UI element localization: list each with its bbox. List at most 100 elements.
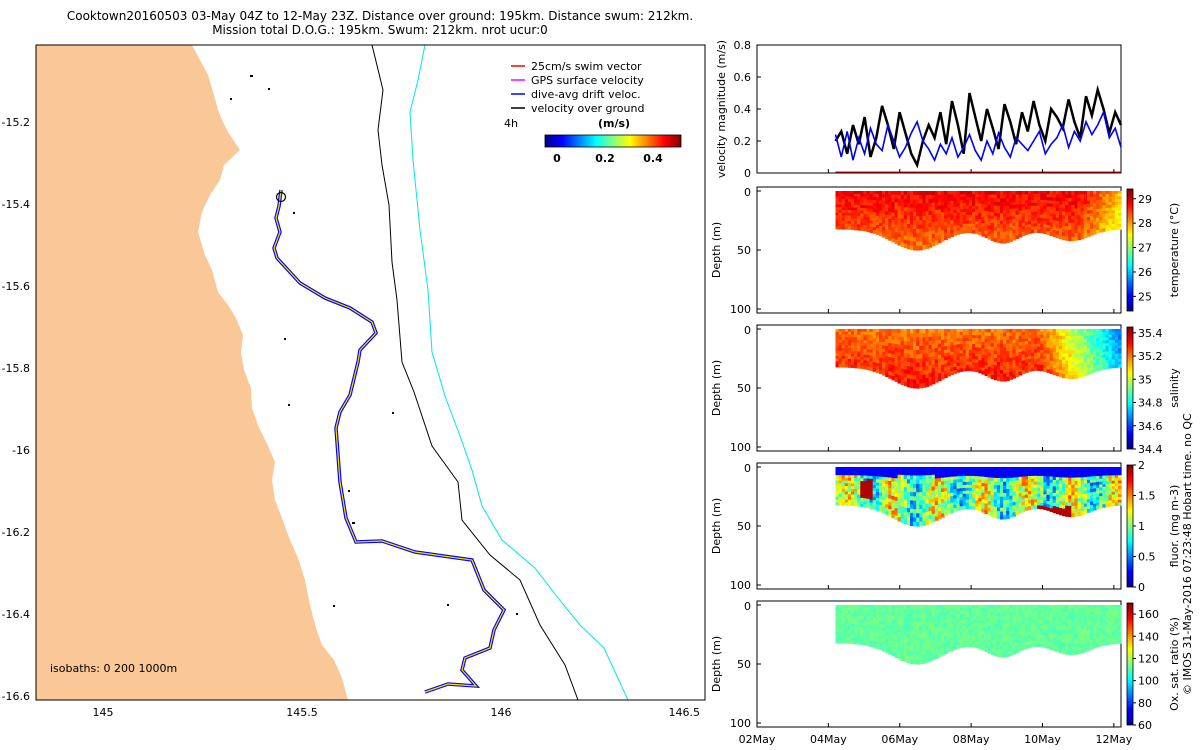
section-cell (847, 472, 852, 476)
section-cell (928, 483, 933, 488)
section-cell (950, 647, 954, 651)
section-cell (975, 473, 979, 477)
section-cell (844, 615, 849, 620)
section-colorbar (1126, 188, 1134, 312)
section-cell (1006, 492, 1010, 497)
section-cell (968, 340, 973, 345)
section-cell (965, 608, 970, 612)
section-cell (1114, 350, 1119, 355)
section-cell (916, 617, 920, 623)
section-cell (956, 645, 961, 649)
section-cell (900, 218, 905, 224)
section-cell (869, 332, 874, 336)
section-cell (882, 368, 886, 373)
section-cell (941, 630, 945, 635)
section-cell (996, 605, 1001, 610)
section-cell (1102, 351, 1107, 356)
section-cell (1093, 194, 1097, 198)
section-cell (838, 334, 843, 338)
section-cell (1105, 500, 1110, 505)
section-cell (1046, 203, 1051, 208)
section-cell (1015, 197, 1020, 202)
section-cell (1058, 356, 1063, 361)
section-cell (931, 356, 936, 361)
section-cell (1062, 229, 1066, 234)
section-cell (885, 649, 889, 654)
section-cell (891, 615, 896, 621)
section-cell (987, 194, 992, 199)
section-cell (962, 340, 967, 345)
section-cell (984, 634, 989, 639)
section-cell (900, 632, 905, 638)
section-cell (847, 348, 852, 352)
section-cell (857, 334, 861, 338)
section-cell (1046, 221, 1051, 226)
section-cell (1009, 615, 1013, 620)
section-cell (972, 482, 976, 486)
section-cell (872, 614, 877, 618)
section-cell (947, 625, 951, 629)
section-cell (944, 484, 948, 489)
section-cell (851, 610, 855, 614)
section-cell (1018, 220, 1023, 225)
section-cell (1062, 501, 1066, 506)
section-cell (1043, 191, 1048, 195)
section-cell (934, 643, 939, 648)
section-cell (919, 651, 923, 656)
section-cell (965, 490, 970, 495)
section-cell (888, 346, 892, 351)
section-cell (1015, 349, 1020, 354)
section-cell (835, 201, 840, 206)
depth-tick-label: 100 (730, 579, 751, 592)
section-cell (919, 233, 923, 238)
section-cell (1071, 364, 1075, 369)
section-cell (903, 609, 908, 614)
section-cell (838, 212, 843, 216)
section-cell (1046, 617, 1051, 622)
section-cell (897, 612, 902, 618)
section-cell (1111, 472, 1116, 476)
section-cell (1046, 611, 1051, 615)
section-cell (972, 359, 976, 363)
section-cell (903, 195, 908, 200)
section-cell (875, 620, 880, 625)
section-cell (900, 471, 905, 476)
section-cell (1037, 631, 1041, 636)
section-cell (841, 342, 846, 346)
section-cell (910, 496, 914, 501)
section-cell (941, 619, 945, 624)
section-cell (891, 194, 896, 199)
section-cell (1071, 201, 1075, 206)
section-cell (968, 194, 973, 198)
section-cell (975, 488, 979, 492)
section-cell (953, 501, 958, 506)
section-cell (956, 335, 961, 339)
section-cell (1074, 236, 1079, 241)
section-cell (891, 368, 896, 374)
section-cell (968, 205, 973, 210)
section-cell (959, 488, 964, 492)
section-cell (838, 347, 843, 352)
section-cell (906, 207, 911, 213)
section-cell (1009, 495, 1013, 500)
section-cell (1024, 231, 1029, 235)
section-cell (1018, 608, 1023, 613)
section-cell (1006, 373, 1010, 378)
section-cell (900, 376, 905, 382)
section-cell (1046, 491, 1051, 496)
section-cell (910, 199, 914, 205)
section-cell (975, 341, 979, 345)
section-cell (978, 191, 982, 195)
section-cell (996, 209, 1001, 214)
section-cell (897, 639, 902, 645)
section-cell (869, 214, 874, 219)
section-cell (854, 607, 858, 612)
section-cell (879, 633, 883, 638)
section-cell (1083, 220, 1088, 225)
section-cell (1012, 629, 1017, 634)
section-cell (869, 191, 874, 195)
section-cell (1071, 215, 1075, 220)
section-cell (962, 226, 967, 231)
section-cell (910, 349, 914, 355)
section-cell (888, 198, 892, 203)
